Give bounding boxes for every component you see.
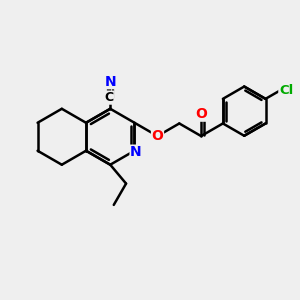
Text: C: C: [105, 91, 114, 104]
Text: O: O: [196, 107, 208, 121]
Text: N: N: [130, 145, 142, 159]
Text: Cl: Cl: [279, 84, 293, 97]
Text: O: O: [152, 129, 164, 143]
Text: N: N: [104, 75, 116, 89]
